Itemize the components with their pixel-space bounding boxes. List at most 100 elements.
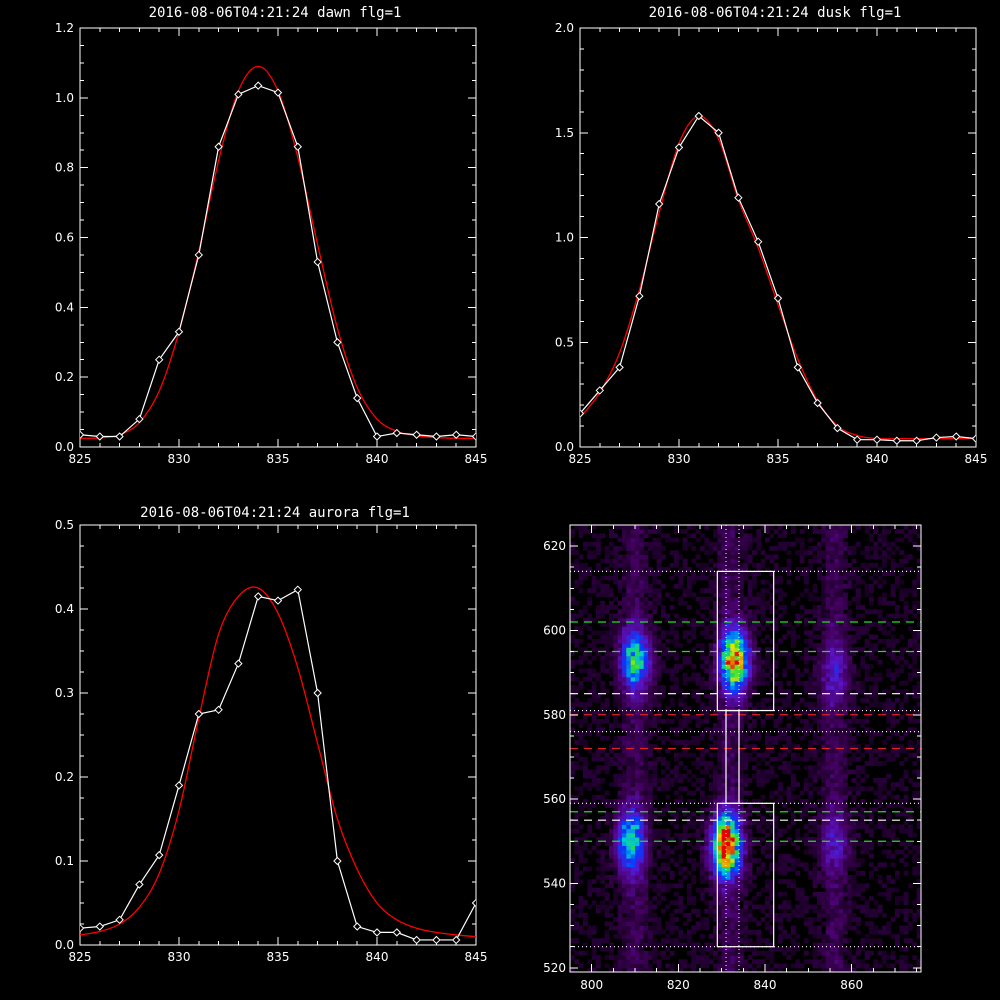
heatmap-cell [739,571,744,577]
heatmap-cell [708,681,714,686]
heatmap-cell [717,845,723,851]
heatmap-cell [648,702,653,707]
heatmap-cell [635,967,640,972]
heatmap-cell [648,967,653,972]
heatmap-cell [765,938,770,943]
heatmap-cell [604,702,610,707]
heatmap-cell [726,613,731,619]
heatmap-cell [765,807,770,813]
heatmap-cell [626,710,632,716]
heatmap-cell [591,803,597,809]
heatmap-cell [830,828,835,834]
heatmap-cell [626,887,632,893]
heatmap-cell [665,866,671,872]
heatmap-cell [622,613,627,619]
heatmap-cell [630,659,636,665]
heatmap-cell [739,533,744,539]
heatmap-cell [635,592,640,598]
heatmap-cell [613,959,619,965]
heatmap-cell [652,638,658,644]
heatmap-cell [648,870,653,876]
heatmap-cell [817,934,822,939]
heatmap-cell [721,676,727,682]
heatmap-cell [691,558,697,564]
heatmap-cell [700,731,705,737]
heatmap-cell [578,853,584,859]
heatmap-cell [648,853,653,859]
heatmap-cell [726,714,731,720]
heatmap-cell [674,815,679,821]
heatmap-cell [847,697,853,703]
heatmap-cell [739,609,744,615]
heatmap-cell [665,887,671,893]
heatmap-cell [717,685,723,690]
heatmap-cell [752,575,757,581]
heatmap-cell [799,727,805,733]
heatmap-cell [682,718,688,724]
heatmap-cell [825,697,831,703]
heatmap-cell [648,584,653,589]
heatmap-cell [834,862,840,868]
heatmap-cell [687,592,692,598]
heatmap-cell [708,782,714,787]
heatmap-cell [674,630,679,636]
heatmap-cell [630,626,636,631]
heatmap-cell [691,592,697,598]
heatmap-cell [782,533,788,539]
heatmap-cell [830,718,835,724]
heatmap-cell [821,643,827,648]
heatmap-cell [639,596,645,602]
heatmap-cell [812,752,818,758]
heatmap-cell [756,600,762,606]
heatmap-cell [617,672,623,678]
heatmap-cell [721,769,727,775]
heatmap-cell [695,837,701,842]
heatmap-cell [669,676,675,682]
heatmap-cell [682,921,688,927]
heatmap-cell [791,929,796,935]
heatmap-cell [570,702,575,707]
heatmap-cell [825,858,831,863]
heatmap-cell [635,904,640,910]
heatmap-cell [821,550,827,556]
heatmap-cell [830,929,835,935]
heatmap-cell [786,664,792,669]
heatmap-cell [708,676,714,682]
heatmap-cell [730,794,736,800]
heatmap-cell [609,883,614,889]
heatmap-cell [838,617,844,623]
heatmap-cell [643,967,649,972]
heatmap-cell [656,634,662,640]
heatmap-cell [769,592,775,598]
heatmap-cell [825,870,831,876]
heatmap-cell [665,803,671,809]
heatmap-cell [838,761,844,766]
heatmap-cell [721,723,727,728]
heatmap-cell [652,609,658,615]
heatmap-cell [639,942,645,948]
heatmap-cell [695,841,701,846]
heatmap-cell [630,567,636,572]
heatmap-cell [656,756,662,762]
heatmap-cell [570,634,575,640]
heatmap-cell [687,588,692,593]
heatmap-cell [786,799,792,804]
heatmap-cell [626,659,632,665]
heatmap-cell [682,655,688,661]
heatmap-cell [687,815,692,821]
heatmap-cell [717,887,723,893]
heatmap-cell [630,740,636,745]
heatmap-cell [773,963,779,969]
heatmap-cell [652,718,658,724]
heatmap-cell [717,756,723,762]
heatmap-cell [834,963,840,969]
heatmap-cell [708,731,714,737]
heatmap-cell [639,929,645,935]
heatmap-cell [574,525,580,530]
heatmap-cell [834,803,840,809]
heatmap-cell [665,832,671,838]
heatmap-cell [717,693,723,699]
heatmap-cell [574,879,580,884]
heatmap-cell [825,786,831,792]
heatmap-cell [730,778,736,783]
